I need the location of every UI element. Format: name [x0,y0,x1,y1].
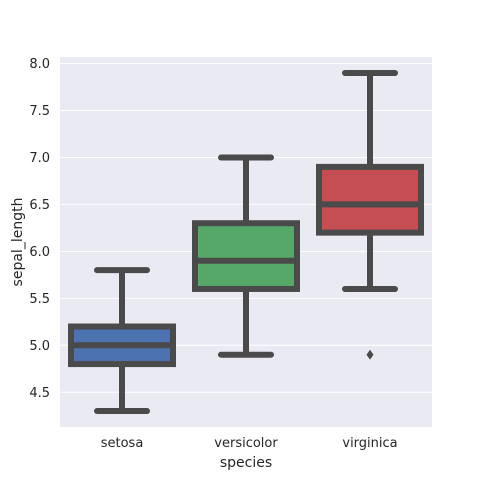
boxes [68,69,424,415]
y-tick-label: 5.0 [29,339,50,354]
x-tick-label: setosa [101,436,144,451]
box-iqr [316,163,424,236]
box-iqr [192,220,300,292]
x-tick-label: virginica [342,436,397,451]
y-axis-label: sepal_length [10,198,26,287]
y-tick-label: 6.0 [29,245,50,260]
y-tick-label: 5.5 [29,292,50,307]
box-virginica [316,69,424,360]
y-tick-label: 8.0 [29,57,50,72]
box-versicolor [192,154,300,358]
y-tick-label: 7.5 [29,104,50,119]
x-tick-labels: setosa versicolor virginica [101,436,398,451]
x-axis-label: species [220,455,272,471]
box-setosa [68,267,176,415]
y-tick-label: 6.5 [29,198,50,213]
outlier-point [366,349,374,360]
y-tick-label: 7.0 [29,151,50,166]
y-tick-labels: 4.5 5.0 5.5 6.0 6.5 7.0 7.5 8.0 [29,57,50,401]
y-tick-label: 4.5 [29,386,50,401]
x-tick-label: versicolor [214,436,278,451]
